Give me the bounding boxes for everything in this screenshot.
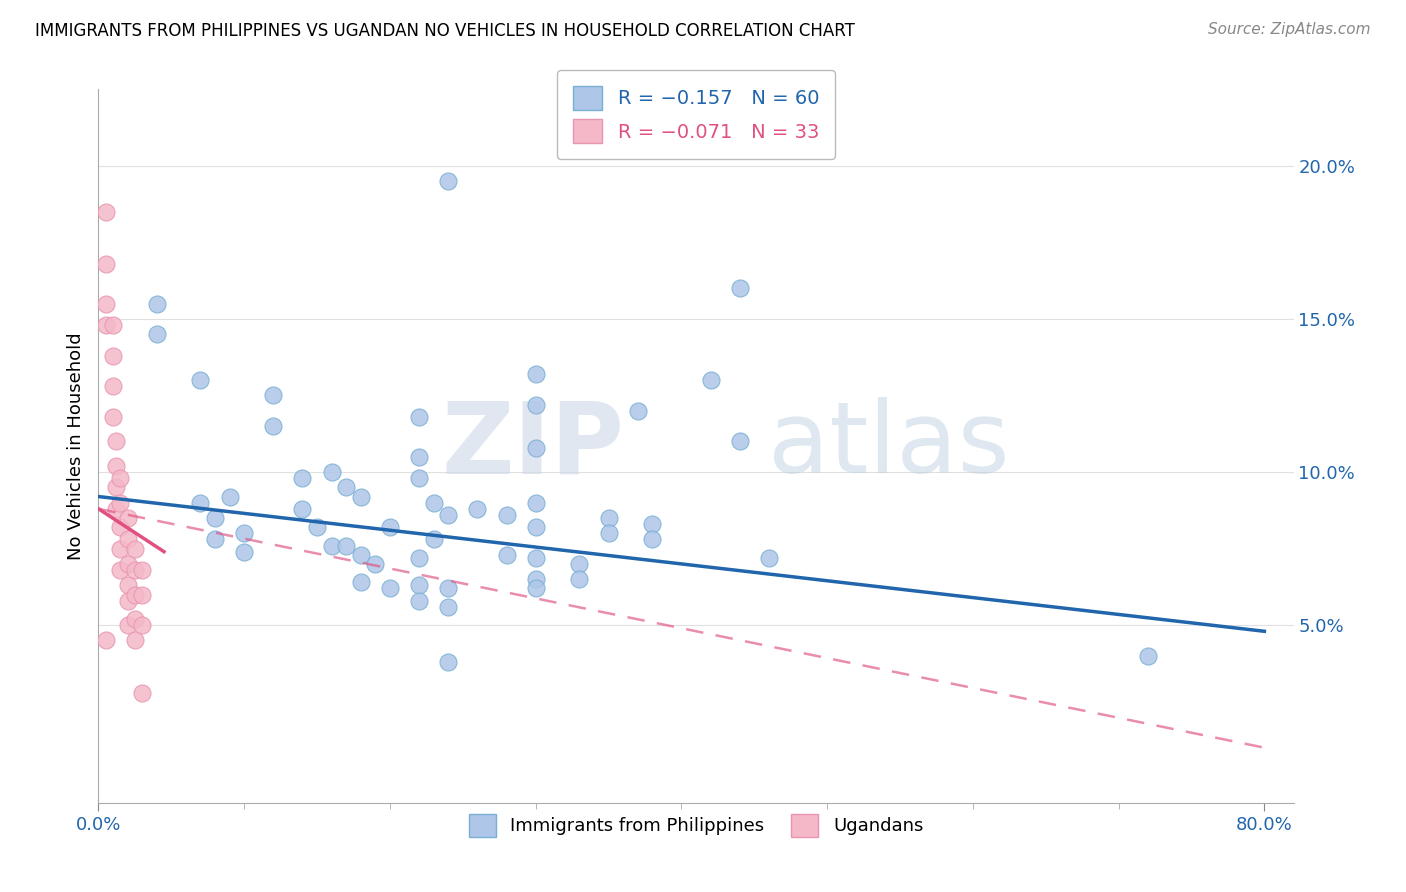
Point bbox=[641, 533, 664, 547]
Point bbox=[408, 550, 430, 565]
Point bbox=[124, 563, 146, 577]
Point bbox=[94, 296, 117, 310]
Point bbox=[378, 520, 401, 534]
Point bbox=[524, 520, 547, 534]
Point bbox=[627, 404, 650, 418]
Point bbox=[131, 563, 153, 577]
Point bbox=[321, 539, 343, 553]
Point bbox=[131, 618, 153, 632]
Point bbox=[101, 318, 124, 332]
Point bbox=[145, 296, 167, 310]
Point bbox=[101, 349, 124, 363]
Point bbox=[117, 618, 139, 632]
Point bbox=[335, 539, 357, 553]
Point bbox=[437, 582, 460, 596]
Point bbox=[204, 533, 226, 547]
Point bbox=[291, 471, 314, 485]
Point bbox=[110, 563, 132, 577]
Point bbox=[758, 550, 780, 565]
Point bbox=[422, 533, 444, 547]
Point bbox=[699, 373, 721, 387]
Point bbox=[524, 550, 547, 565]
Point bbox=[598, 511, 620, 525]
Point bbox=[124, 633, 146, 648]
Point bbox=[94, 257, 117, 271]
Y-axis label: No Vehicles in Household: No Vehicles in Household bbox=[66, 332, 84, 560]
Point bbox=[437, 655, 460, 669]
Point bbox=[94, 318, 117, 332]
Point bbox=[495, 548, 517, 562]
Point bbox=[524, 582, 547, 596]
Point bbox=[233, 544, 256, 558]
Text: atlas: atlas bbox=[768, 398, 1010, 494]
Point bbox=[524, 572, 547, 586]
Point bbox=[408, 593, 430, 607]
Point bbox=[568, 557, 591, 571]
Point bbox=[408, 471, 430, 485]
Point bbox=[117, 557, 139, 571]
Point bbox=[94, 633, 117, 648]
Point bbox=[117, 578, 139, 592]
Point bbox=[408, 578, 430, 592]
Point bbox=[364, 557, 387, 571]
Point bbox=[641, 517, 664, 532]
Point bbox=[305, 520, 328, 534]
Point bbox=[124, 588, 146, 602]
Point bbox=[408, 450, 430, 464]
Point bbox=[291, 501, 314, 516]
Text: IMMIGRANTS FROM PHILIPPINES VS UGANDAN NO VEHICLES IN HOUSEHOLD CORRELATION CHAR: IMMIGRANTS FROM PHILIPPINES VS UGANDAN N… bbox=[35, 22, 855, 40]
Legend: Immigrants from Philippines, Ugandans: Immigrants from Philippines, Ugandans bbox=[461, 807, 931, 844]
Point bbox=[437, 508, 460, 522]
Point bbox=[104, 434, 127, 449]
Point bbox=[598, 526, 620, 541]
Point bbox=[110, 520, 132, 534]
Point bbox=[524, 441, 547, 455]
Point bbox=[262, 388, 284, 402]
Point bbox=[117, 511, 139, 525]
Point bbox=[104, 458, 127, 473]
Point bbox=[124, 541, 146, 556]
Point bbox=[110, 541, 132, 556]
Text: Source: ZipAtlas.com: Source: ZipAtlas.com bbox=[1208, 22, 1371, 37]
Point bbox=[728, 281, 751, 295]
Point bbox=[350, 490, 373, 504]
Point bbox=[262, 419, 284, 434]
Point bbox=[437, 174, 460, 188]
Point bbox=[524, 496, 547, 510]
Point bbox=[524, 367, 547, 381]
Point bbox=[94, 204, 117, 219]
Point bbox=[145, 327, 167, 342]
Point bbox=[101, 379, 124, 393]
Point bbox=[110, 496, 132, 510]
Point bbox=[233, 526, 256, 541]
Point bbox=[422, 496, 444, 510]
Point bbox=[408, 409, 430, 424]
Point bbox=[117, 593, 139, 607]
Point bbox=[728, 434, 751, 449]
Point bbox=[101, 409, 124, 424]
Point bbox=[204, 511, 226, 525]
Point bbox=[467, 501, 489, 516]
Point bbox=[350, 548, 373, 562]
Point bbox=[495, 508, 517, 522]
Point bbox=[1136, 648, 1159, 663]
Point bbox=[104, 501, 127, 516]
Point bbox=[190, 496, 212, 510]
Point bbox=[524, 398, 547, 412]
Point bbox=[218, 490, 240, 504]
Point bbox=[437, 599, 460, 614]
Point bbox=[335, 480, 357, 494]
Point bbox=[131, 588, 153, 602]
Point bbox=[104, 480, 127, 494]
Text: ZIP: ZIP bbox=[441, 398, 624, 494]
Point bbox=[350, 575, 373, 590]
Point bbox=[110, 471, 132, 485]
Point bbox=[131, 685, 153, 699]
Point bbox=[117, 533, 139, 547]
Point bbox=[124, 612, 146, 626]
Point bbox=[568, 572, 591, 586]
Point bbox=[321, 465, 343, 479]
Point bbox=[190, 373, 212, 387]
Point bbox=[378, 582, 401, 596]
